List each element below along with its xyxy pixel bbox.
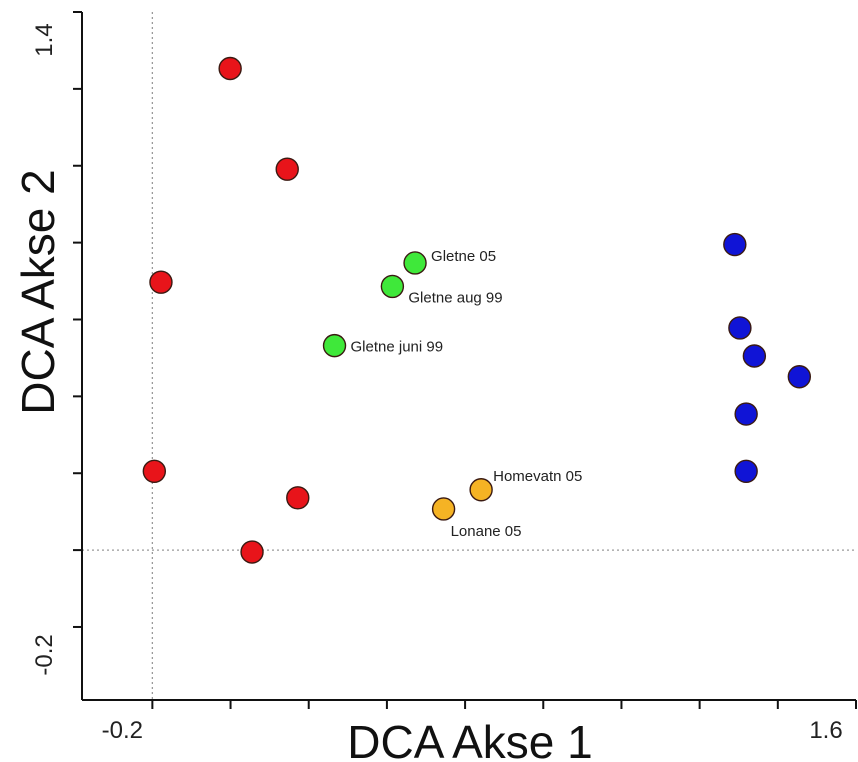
zero-lines [82,12,856,700]
x-tick-label: 1.6 [809,717,842,744]
data-point [734,459,758,484]
tick-labels: -0.2 1.6 1.4 -0.2 [31,23,843,744]
data-point [469,478,493,502]
data-point [403,251,427,275]
data-point [723,232,747,257]
data-point [734,402,758,426]
data-point [742,344,767,368]
data-points [142,56,812,564]
data-point [787,365,812,389]
data-point [149,270,173,294]
data-point-label: Gletne 05 [431,248,496,265]
x-tick-label: -0.2 [102,717,143,744]
data-point-label: Lonane 05 [451,523,522,540]
x-axis-title: DCA Akse 1 [347,716,592,762]
data-point [380,274,405,299]
y-axis-title: DCA Akse 2 [12,169,64,414]
data-point [240,540,264,564]
data-point-label: Gletne juni 99 [351,339,444,356]
data-point-label: Gletne aug 99 [408,289,502,306]
data-point [322,333,347,358]
point-labels: Gletne 05 Gletne aug 99 Gletne juni 99 Home… [351,248,583,540]
data-point [286,486,310,510]
data-point [728,316,752,340]
data-point [431,497,456,521]
data-point [275,157,299,181]
axes [81,12,856,701]
ticks [73,11,857,709]
y-tick-label: 1.4 [31,23,58,56]
data-point [218,56,242,81]
data-point-label: Homevatn 05 [493,468,582,485]
y-tick-label: -0.2 [31,634,58,675]
data-point [142,459,167,484]
